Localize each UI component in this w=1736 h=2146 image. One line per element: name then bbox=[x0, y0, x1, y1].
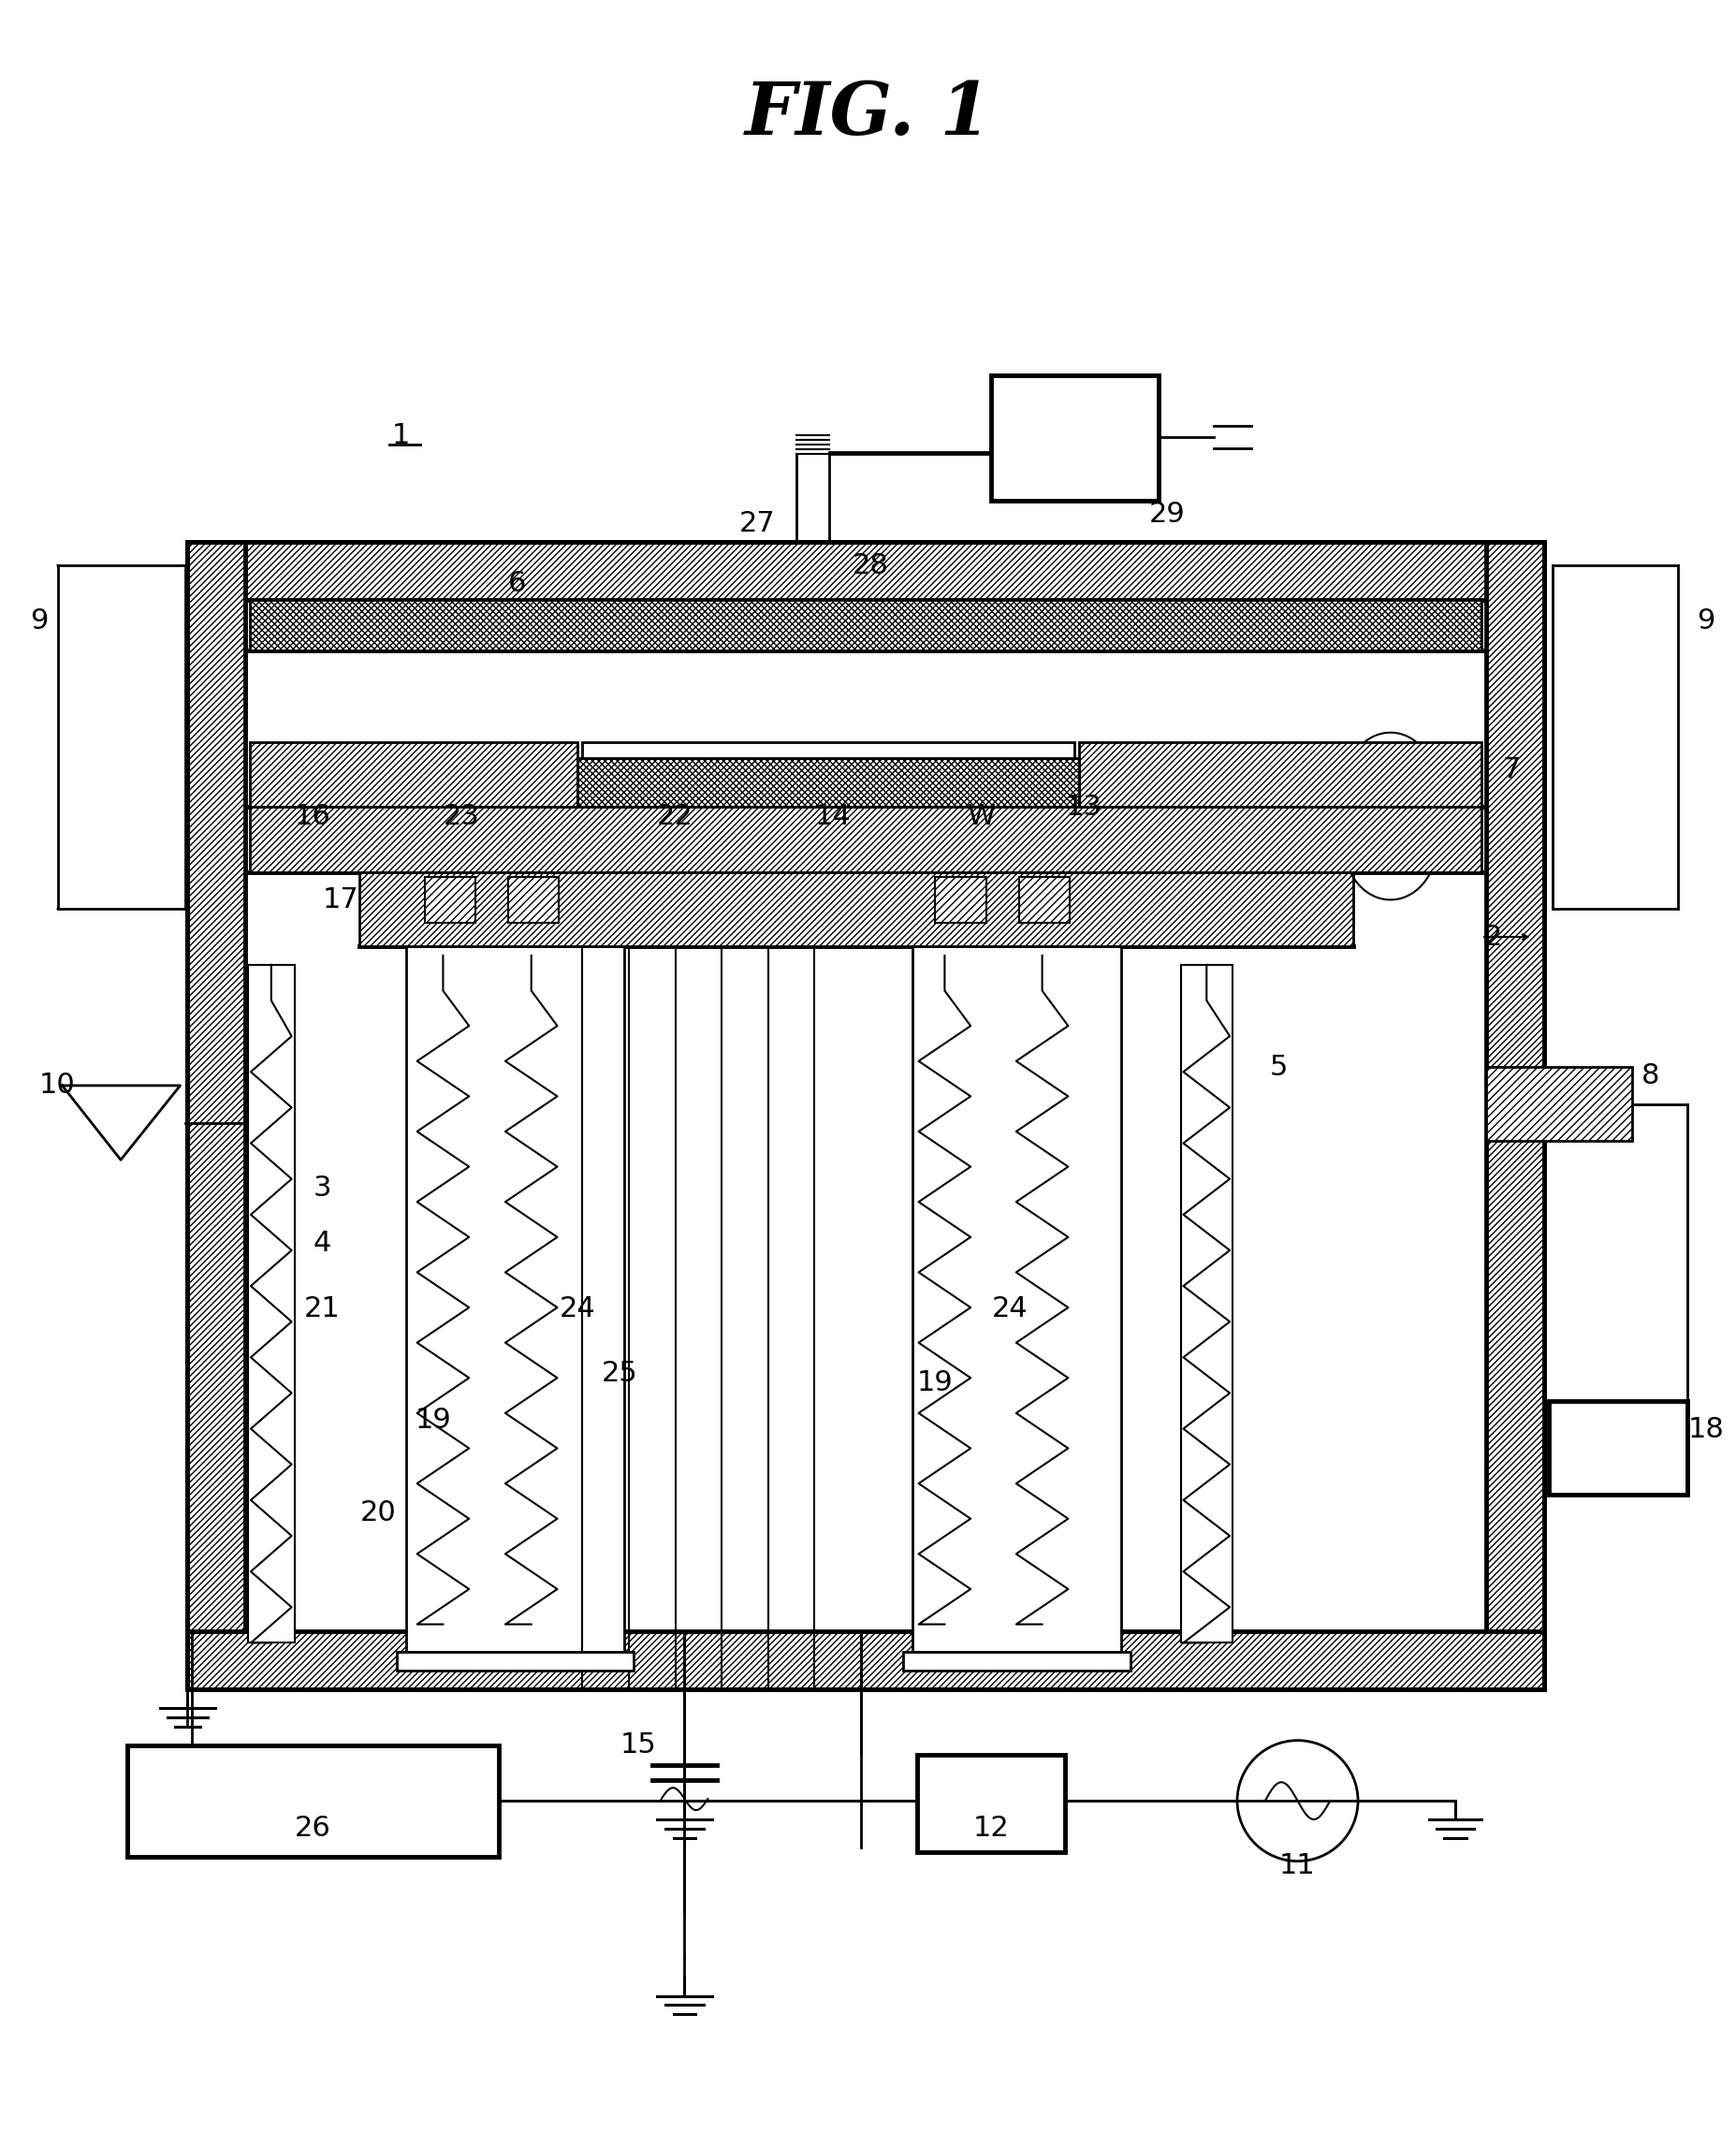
Bar bbox=[406, 946, 623, 1652]
Bar bbox=[1078, 743, 1481, 807]
Text: 24: 24 bbox=[559, 1294, 595, 1322]
Polygon shape bbox=[62, 1086, 181, 1159]
Bar bbox=[911, 946, 1120, 1652]
Bar bbox=[248, 966, 295, 1644]
Bar bbox=[936, 876, 986, 923]
Bar bbox=[187, 1631, 1543, 1689]
Text: 13: 13 bbox=[1066, 794, 1102, 820]
Bar bbox=[1552, 564, 1677, 910]
Text: 27: 27 bbox=[738, 511, 774, 536]
Text: 25: 25 bbox=[601, 1361, 637, 1386]
Bar bbox=[903, 1652, 1130, 1672]
Text: 6: 6 bbox=[509, 571, 526, 597]
Text: FIG. 1: FIG. 1 bbox=[745, 79, 991, 150]
Bar bbox=[509, 876, 559, 923]
Bar bbox=[1486, 543, 1543, 1689]
Bar bbox=[1547, 1401, 1687, 1494]
Text: 4: 4 bbox=[312, 1230, 332, 1258]
Text: 10: 10 bbox=[40, 1073, 76, 1099]
Text: 28: 28 bbox=[852, 552, 889, 579]
Text: 23: 23 bbox=[443, 803, 479, 831]
Bar bbox=[578, 758, 1078, 807]
Text: W: W bbox=[967, 803, 995, 831]
Text: 24: 24 bbox=[991, 1294, 1028, 1322]
Text: 2: 2 bbox=[1483, 923, 1502, 951]
Text: 9: 9 bbox=[30, 607, 49, 635]
Text: 19: 19 bbox=[917, 1369, 953, 1397]
Text: 5: 5 bbox=[1269, 1054, 1288, 1082]
Text: 29: 29 bbox=[1149, 500, 1186, 528]
Text: 17: 17 bbox=[323, 886, 359, 914]
Bar bbox=[57, 564, 184, 910]
Text: 9: 9 bbox=[1696, 607, 1715, 635]
Text: 19: 19 bbox=[415, 1406, 451, 1434]
Text: 22: 22 bbox=[656, 803, 693, 831]
Text: 8: 8 bbox=[1641, 1062, 1660, 1090]
Bar bbox=[424, 876, 476, 923]
Bar bbox=[396, 1652, 634, 1672]
Bar bbox=[127, 1745, 498, 1856]
Text: 3: 3 bbox=[312, 1174, 332, 1202]
Bar bbox=[1180, 966, 1233, 1644]
Bar bbox=[582, 743, 1075, 758]
Text: 12: 12 bbox=[972, 1816, 1009, 1841]
Text: 18: 18 bbox=[1687, 1416, 1724, 1442]
Bar bbox=[250, 743, 578, 807]
Bar bbox=[1019, 876, 1069, 923]
Text: 11: 11 bbox=[1279, 1852, 1314, 1880]
Bar bbox=[1486, 1067, 1632, 1142]
Text: 15: 15 bbox=[620, 1732, 656, 1758]
Bar bbox=[187, 543, 245, 1689]
Bar bbox=[359, 871, 1352, 946]
Text: 14: 14 bbox=[814, 803, 851, 831]
Bar bbox=[250, 599, 1481, 650]
Bar bbox=[917, 1753, 1064, 1852]
Text: 21: 21 bbox=[304, 1294, 340, 1322]
Bar bbox=[187, 543, 1543, 599]
Text: 26: 26 bbox=[295, 1816, 332, 1841]
Text: 1: 1 bbox=[392, 423, 410, 449]
Text: 16: 16 bbox=[295, 803, 332, 831]
Text: 7: 7 bbox=[1502, 755, 1519, 783]
Bar bbox=[250, 807, 1481, 871]
Text: 20: 20 bbox=[359, 1500, 396, 1526]
Bar bbox=[991, 376, 1158, 500]
